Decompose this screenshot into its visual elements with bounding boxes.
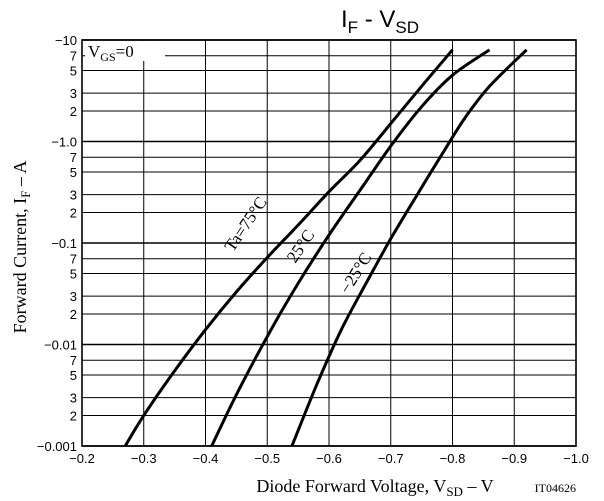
condition-label: VGS=0 bbox=[85, 41, 165, 64]
series-line-1 bbox=[123, 48, 454, 447]
y-tick-label: 3 bbox=[70, 289, 77, 304]
x-tick-label: −1.0 bbox=[563, 451, 589, 466]
x-tick-labels: −0.2 −0.3 −0.4 −0.5 −0.6 −0.7 −0.8 −0.9 −1.0 bbox=[69, 451, 589, 466]
y-axis-label: Forward Current, IF – A bbox=[10, 161, 33, 334]
plot-frame bbox=[81, 39, 577, 447]
x-tick-label: −0.9 bbox=[501, 451, 527, 466]
y-tick-label: −1.0 bbox=[51, 135, 77, 150]
y-tick-label: 2 bbox=[70, 104, 77, 119]
y-tick-label: −0.01 bbox=[44, 338, 77, 353]
x-tick-label: −0.2 bbox=[69, 451, 95, 466]
x-tick-label: −0.4 bbox=[193, 451, 219, 466]
y-tick-label: 7 bbox=[70, 49, 77, 64]
y-tick-label: 3 bbox=[70, 188, 77, 203]
y-tick-label: 7 bbox=[70, 353, 77, 368]
x-tick-label: −0.7 bbox=[378, 451, 404, 466]
y-tick-label: 5 bbox=[70, 64, 77, 79]
y-tick-label: 7 bbox=[70, 150, 77, 165]
svg-text:VGS=0: VGS=0 bbox=[88, 42, 134, 64]
y-tick-label: −10 bbox=[55, 33, 77, 48]
y-tick-label: 7 bbox=[70, 252, 77, 267]
grid bbox=[81, 39, 577, 447]
series-label: Ta=75°C bbox=[221, 193, 271, 255]
x-tick-label: −0.5 bbox=[254, 451, 280, 466]
x-tick-label: −0.6 bbox=[316, 451, 342, 466]
series-line-2 bbox=[210, 48, 491, 447]
y-tick-label: 5 bbox=[70, 267, 77, 282]
chart-title: IF - VSD bbox=[341, 6, 419, 37]
y-tick-label: 5 bbox=[70, 165, 77, 180]
y-tick-label: −0.001 bbox=[37, 439, 77, 454]
y-tick-label: 2 bbox=[70, 408, 77, 423]
y-tick-label: 2 bbox=[70, 205, 77, 220]
figure-code: IT04626 bbox=[535, 481, 576, 495]
y-tick-label: 3 bbox=[70, 86, 77, 101]
y-tick-label: 5 bbox=[70, 368, 77, 383]
x-axis-label: Diode Forward Voltage, VSD – V bbox=[256, 476, 493, 499]
y-tick-label: 3 bbox=[70, 391, 77, 406]
y-tick-label: −0.1 bbox=[51, 236, 77, 251]
curves bbox=[123, 48, 528, 447]
x-tick-label: −0.8 bbox=[440, 451, 466, 466]
x-tick-label: −0.3 bbox=[131, 451, 157, 466]
series-line-3 bbox=[290, 48, 528, 447]
y-tick-label: 2 bbox=[70, 307, 77, 322]
